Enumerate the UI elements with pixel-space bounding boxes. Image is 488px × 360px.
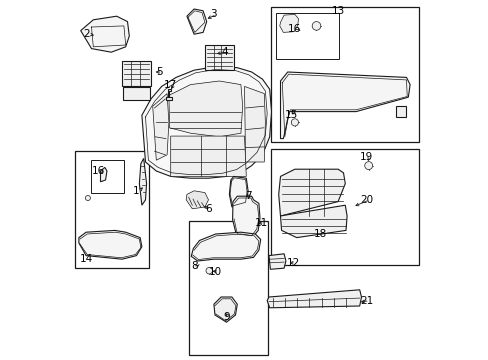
Text: 18: 18	[313, 229, 326, 239]
Bar	[271, 149, 418, 265]
Text: 15: 15	[284, 110, 297, 120]
Text: 6: 6	[205, 204, 211, 214]
Polygon shape	[229, 176, 247, 207]
Text: 14: 14	[80, 254, 93, 264]
Text: 7: 7	[244, 191, 251, 201]
Circle shape	[311, 22, 320, 30]
Circle shape	[205, 267, 212, 274]
Polygon shape	[191, 232, 260, 261]
Bar	[75, 151, 149, 268]
Text: 5: 5	[156, 67, 163, 77]
Polygon shape	[81, 16, 129, 52]
Text: 8: 8	[190, 261, 197, 271]
Polygon shape	[279, 14, 298, 32]
Circle shape	[85, 195, 90, 201]
Polygon shape	[278, 169, 345, 216]
Text: 2: 2	[82, 29, 89, 39]
Bar	[271, 7, 418, 142]
Polygon shape	[170, 136, 246, 176]
Polygon shape	[168, 81, 242, 137]
Bar	[276, 13, 339, 59]
Text: 20: 20	[360, 195, 373, 205]
Text: 16: 16	[92, 166, 105, 176]
Text: 1: 1	[133, 186, 140, 196]
Text: 21: 21	[360, 296, 373, 306]
Text: 12: 12	[286, 258, 299, 268]
Polygon shape	[186, 191, 208, 209]
Text: 13: 13	[331, 6, 344, 16]
Polygon shape	[167, 89, 170, 97]
Text: 4: 4	[221, 47, 227, 57]
Bar	[395, 106, 406, 117]
Polygon shape	[244, 86, 265, 162]
Polygon shape	[280, 205, 346, 238]
Circle shape	[291, 119, 298, 126]
Text: 9: 9	[223, 312, 229, 322]
Polygon shape	[186, 9, 206, 34]
Bar	[204, 45, 233, 70]
Circle shape	[364, 162, 372, 170]
Polygon shape	[139, 158, 146, 205]
Polygon shape	[232, 196, 260, 238]
Polygon shape	[166, 97, 172, 100]
Bar	[188, 221, 267, 355]
Polygon shape	[213, 297, 237, 322]
Polygon shape	[266, 290, 361, 308]
Text: 3: 3	[210, 9, 217, 19]
Polygon shape	[268, 254, 285, 269]
Polygon shape	[152, 94, 168, 160]
Text: 10: 10	[209, 267, 222, 277]
Polygon shape	[101, 167, 107, 182]
Bar	[122, 87, 150, 100]
Text: 11: 11	[255, 218, 268, 228]
Bar	[122, 61, 151, 86]
Text: 19: 19	[360, 152, 373, 162]
Bar	[91, 160, 123, 193]
Text: 17: 17	[164, 80, 177, 90]
Polygon shape	[79, 230, 142, 259]
Polygon shape	[142, 67, 271, 178]
Polygon shape	[280, 72, 409, 139]
Text: 16: 16	[288, 24, 301, 34]
